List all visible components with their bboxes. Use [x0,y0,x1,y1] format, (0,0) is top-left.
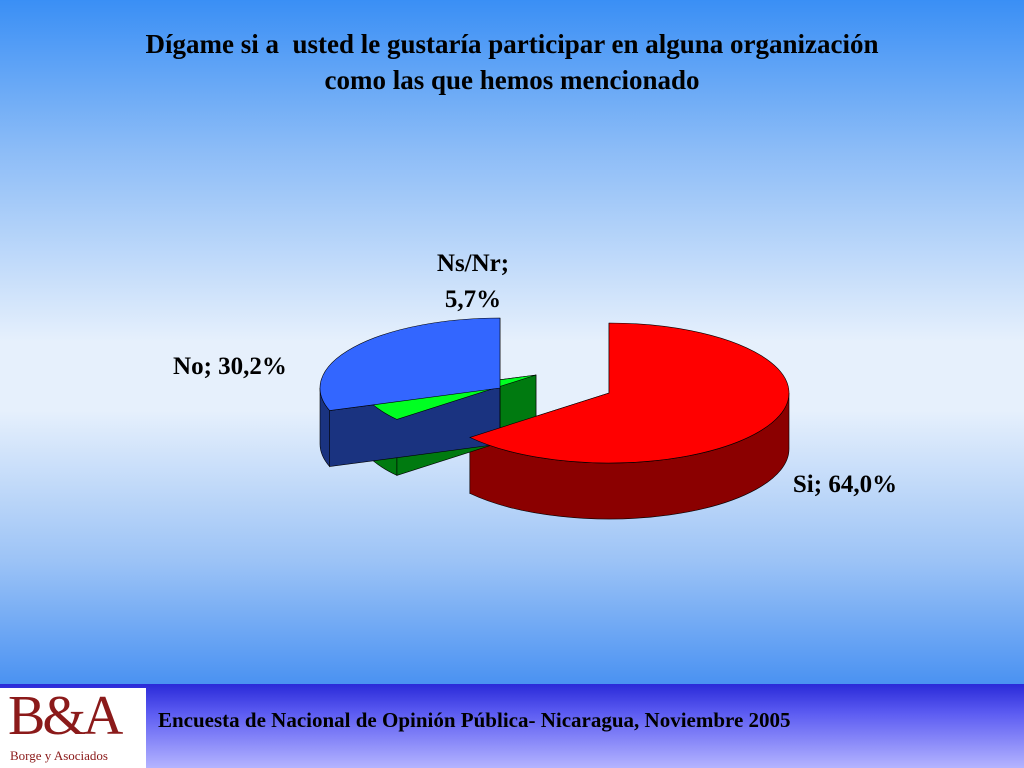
data-label-no: No; 30,2% [173,353,287,380]
slice-no [319,317,501,411]
slice-si [469,322,790,464]
pie-labels: Si; 64,0% Ns/Nr; 5,7% No; 30,2% [173,250,897,498]
chart-title: Dígame si a usted le gustaría participar… [0,26,1024,98]
footer-text: Encuesta de Nacional de Opinión Pública-… [158,708,791,732]
data-label-si: Si; 64,0% [793,471,897,498]
pie-slices [319,317,790,520]
logo-mark: B&A [8,685,123,747]
footer-bar [0,684,1024,768]
data-label-nsnr-value: 5,7% [445,286,501,313]
slide-background [0,0,1024,684]
logo-subtitle: Borge y Asociados [10,748,108,763]
pie-chart: Si; 64,0% Ns/Nr; 5,7% No; 30,2% [173,250,897,520]
title-line-1: Dígame si a usted le gustaría participar… [145,29,879,59]
data-label-nsnr: Ns/Nr; [437,250,509,277]
title-line-2: como las que hemos mencionado [324,65,700,95]
company-logo: B&A Borge y Asociados [0,685,146,768]
